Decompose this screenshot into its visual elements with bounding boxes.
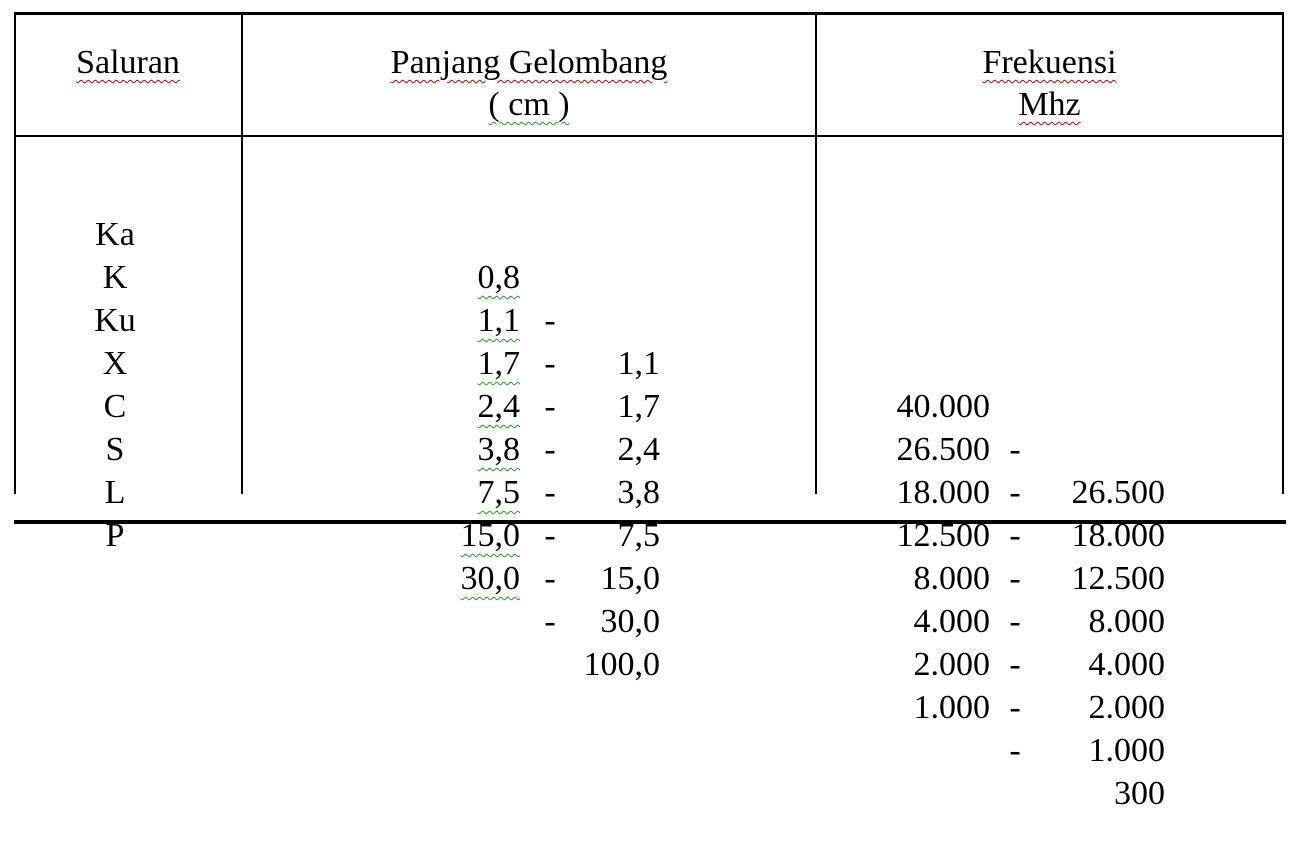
table-row: P 30,0 - 100,0 1.000 - 300 xyxy=(0,471,1296,812)
col-divider-right xyxy=(1282,12,1284,494)
frequency-b-cell: 4.000 xyxy=(1088,646,1166,683)
top-rule xyxy=(14,12,1284,15)
dash-cell: - xyxy=(1009,646,1021,683)
dash-cell: - xyxy=(1009,431,1021,468)
wavelength-min-text: 15,0 xyxy=(460,517,521,554)
dash-cell: - xyxy=(1009,517,1021,554)
dash-cell: - xyxy=(544,517,556,554)
dash-cell: - xyxy=(544,560,556,597)
wavelength-min-text: 0,8 xyxy=(477,259,521,296)
wavelength-min-cell: 15,0 xyxy=(440,514,521,557)
wavelength-min-cell: 1,1 xyxy=(440,299,521,342)
frequency-b-cell: 12.500 xyxy=(1071,560,1166,597)
saluran-cell: Ku xyxy=(94,302,136,339)
dash-cell: - xyxy=(544,302,556,339)
table-row: C 3,8 - 7,5 8.000 - 4.000 xyxy=(0,342,1296,683)
saluran-cell: P xyxy=(105,517,125,554)
wavelength-max-cell: 1,7 xyxy=(617,388,661,425)
wavelength-min-cell: 2,4 xyxy=(440,385,521,428)
header-cm-text: ( cm ) xyxy=(488,86,570,123)
wavelength-min-cell: 3,8 xyxy=(440,428,521,471)
wavelength-min-cell: 30,0 xyxy=(440,557,521,600)
band-table: Saluran Panjang Gelombang ( cm ) Frekuen… xyxy=(0,12,1296,812)
dash-cell: - xyxy=(544,474,556,511)
wavelength-min-text: 7,5 xyxy=(477,474,521,511)
col-divider-left xyxy=(14,12,16,494)
wavelength-max-cell: 30,0 xyxy=(600,603,661,640)
saluran-cell: Ka xyxy=(95,216,135,253)
wavelength-min-text: 30,0 xyxy=(460,560,521,597)
frequency-b-cell: 2.000 xyxy=(1088,689,1166,726)
dash-cell: - xyxy=(1009,603,1021,640)
frequency-b-cell: 8.000 xyxy=(1088,603,1166,640)
wavelength-min-cell: 0,8 xyxy=(440,256,521,299)
col-divider-2 xyxy=(815,12,817,494)
header-rule xyxy=(14,135,1284,137)
header-saluran: Saluran xyxy=(16,42,240,84)
saluran-cell: L xyxy=(104,474,126,511)
frequency-b-cell: 18.000 xyxy=(1071,517,1166,554)
wavelength-max-cell: 2,4 xyxy=(617,431,661,468)
frequency-a-cell: 2.000 xyxy=(913,646,991,683)
table-row: L 15,0 - 30,0 2.000 - 1.000 xyxy=(0,428,1296,769)
header-saluran-text: Saluran xyxy=(76,44,180,81)
table-row: K 1,1 - 1,7 26.500 - 18.000 xyxy=(0,213,1296,554)
frequency-b-cell: 1.000 xyxy=(1088,732,1166,769)
col-divider-1 xyxy=(241,12,243,494)
frequency-a-cell: 4.000 xyxy=(913,603,991,640)
table-row: Ku 1,7 - 2,4 18.000 - 12.500 xyxy=(0,256,1296,597)
frequency-a-cell: 1.000 xyxy=(913,689,991,726)
dash-cell: - xyxy=(544,345,556,382)
dash-cell: - xyxy=(1009,689,1021,726)
saluran-cell: C xyxy=(103,388,127,425)
dash-cell: - xyxy=(1009,474,1021,511)
saluran-cell: X xyxy=(102,345,128,382)
table-row: Ka 0,8 - 1,1 40.000 - 26.500 xyxy=(0,170,1296,511)
bottom-rule xyxy=(14,520,1286,524)
saluran-cell: K xyxy=(102,259,128,296)
wavelength-min-cell: 7,5 xyxy=(440,471,521,514)
header-panjang-text: Panjang Gelombang xyxy=(390,44,668,81)
header-frekuensi: Frekuensi Mhz xyxy=(817,42,1282,126)
dash-cell: - xyxy=(1009,560,1021,597)
header-mhz-text: Mhz xyxy=(1018,86,1081,123)
wavelength-max-cell: 100,0 xyxy=(583,646,661,683)
dash-cell: - xyxy=(1009,732,1021,769)
frequency-a-cell: 40.000 xyxy=(896,388,991,425)
frequency-b-cell: 26.500 xyxy=(1071,474,1166,511)
frequency-a-cell: 18.000 xyxy=(896,474,991,511)
wavelength-max-cell: 7,5 xyxy=(617,517,661,554)
header-panjang-gelombang: Panjang Gelombang ( cm ) xyxy=(243,42,815,126)
header-frekuensi-text: Frekuensi xyxy=(982,44,1117,81)
dash-cell: - xyxy=(544,388,556,425)
wavelength-max-cell: 1,1 xyxy=(617,345,661,382)
table-row: S 7,5 - 15,0 4.000 - 2.000 xyxy=(0,385,1296,726)
dash-cell: - xyxy=(544,431,556,468)
dash-cell: - xyxy=(544,603,556,640)
saluran-cell: S xyxy=(105,431,125,468)
wavelength-min-text: 2,4 xyxy=(477,388,521,425)
wavelength-min-text: 1,1 xyxy=(477,302,521,339)
frequency-a-cell: 8.000 xyxy=(913,560,991,597)
frequency-a-cell: 12.500 xyxy=(896,517,991,554)
table-row: X 2,4 - 3,8 12.500 - 8.000 xyxy=(0,299,1296,640)
wavelength-min-cell: 1,7 xyxy=(440,342,521,385)
wavelength-max-cell: 3,8 xyxy=(617,474,661,511)
frequency-a-cell: 26.500 xyxy=(896,431,991,468)
frequency-b-cell: 300 xyxy=(1114,775,1165,812)
wavelength-min-text: 3,8 xyxy=(477,431,521,468)
wavelength-max-cell: 15,0 xyxy=(600,560,661,597)
wavelength-min-text: 1,7 xyxy=(477,345,521,382)
